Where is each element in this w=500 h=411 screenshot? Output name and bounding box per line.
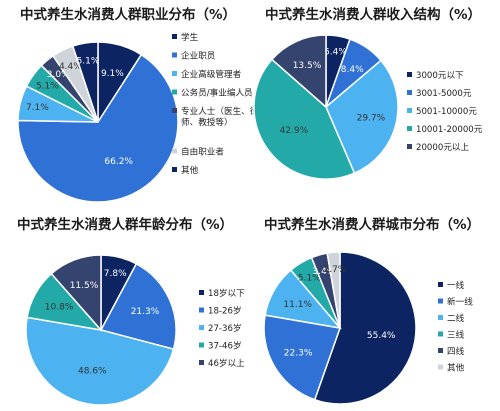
legend-swatch (199, 307, 204, 313)
slice-label: 29.7% (357, 114, 386, 124)
legend-swatch (407, 72, 412, 77)
slice-label: 22.3% (284, 349, 313, 359)
legend-swatch (438, 298, 443, 304)
legend-label: 3000元以下 (416, 71, 464, 81)
chart-title-city: 中式养生水消费人群城市分布（%） (264, 216, 480, 233)
legend-label: 46岁以上 (208, 357, 245, 369)
legend-swatch (438, 282, 443, 287)
pie-slice (50, 254, 102, 332)
pie-slice (17, 53, 179, 203)
legend-label: 5001-10000元 (416, 107, 477, 117)
pie-income: 5.4% 8.4% 29.7% 42.9% 13.5% (253, 34, 399, 180)
slice-label: 7.8% (104, 269, 127, 279)
slice-label: 9.1% (101, 69, 124, 79)
legend-swatch (407, 144, 412, 149)
pie-city: 55.4% 22.3% 11.1% 5.1%3.4%2.7% (263, 251, 417, 405)
pie-age: 7.8% 21.3% 48.6% 10.8% 11.5% (25, 254, 177, 406)
chart-age: 中式养生水消费人群年龄分布（%） 7.8% 21.3% 48.6% 10.8% 11.5… (17, 216, 245, 406)
legend-label: 27-36岁 (208, 322, 242, 334)
slice-label: 3.0% (47, 70, 70, 80)
legend-swatch (438, 315, 443, 320)
legend-swatch (199, 342, 204, 348)
legend-label: 自由职业者 (181, 146, 224, 158)
legend-label: 18-26岁 (208, 305, 242, 317)
chart-title-occupation: 中式养生水消费人群职业分布（%） (20, 6, 236, 23)
legend-label: 专业人士（医生、律师、教授等） (181, 105, 259, 128)
legend-swatch (172, 52, 177, 58)
legend-label: 企业职员 (181, 50, 216, 62)
slice-label: 4.4% (59, 62, 82, 72)
slice-label: 55.4% (367, 331, 396, 341)
legend-swatch (172, 89, 177, 95)
legend-swatch (172, 71, 177, 76)
pie-slice (325, 59, 399, 175)
slice-label: 48.6% (78, 366, 107, 376)
legend-label: 37-46岁 (208, 340, 242, 352)
legend-label: 四线 (447, 345, 465, 357)
pie-slice (263, 314, 342, 401)
legend-swatch (438, 331, 443, 337)
legend-swatch (172, 34, 177, 39)
legend-swatch (407, 108, 412, 113)
chart-city: 中式养生水消费人群城市分布（%） 55.4% 22.3% 11.1% 5.1%3.4%… (263, 216, 480, 405)
legend-income: 3000元以下 3001-5000元 5001-10000元 10001-20000元… (407, 71, 483, 153)
pie-slice (71, 41, 99, 123)
legend-label: 20000元以上 (416, 142, 470, 153)
slice-label: 11.5% (70, 281, 99, 291)
legend-label: 三线 (447, 329, 465, 341)
legend-swatch (199, 325, 204, 330)
legend-swatch (438, 348, 443, 353)
slice-label: 5.1% (298, 273, 321, 283)
legend-label: 二线 (447, 312, 465, 324)
legend-label: 3001-5000元 (416, 89, 472, 99)
legend-label: 18岁以下 (208, 287, 245, 299)
chart-occupation: 中式养生水消费人群职业分布（%） 9.1% 66.2% 7.1% 5.1% 3.0%4.… (17, 6, 259, 203)
legend-swatch (199, 290, 204, 295)
chart-income: 中式养生水消费人群收入结构（%） 5.4% 8.4% 29.7% 42.9% 13.5%… (253, 6, 483, 180)
pie-slice (25, 316, 175, 406)
slice-label: 21.3% (131, 307, 160, 317)
slice-label: 7.1% (26, 103, 49, 113)
legend-label: 其他 (181, 164, 199, 176)
chart-title-income: 中式养生水消费人群收入结构（%） (265, 6, 481, 23)
slice-label: 3.4% (312, 267, 335, 277)
legend-label: 其他 (447, 362, 465, 374)
pie-slice (253, 58, 356, 180)
slice-label: 66.2% (104, 157, 133, 167)
pie-slice (99, 262, 177, 351)
legend-label: 10001-20000元 (416, 125, 483, 135)
slice-label: 5.1% (36, 82, 59, 92)
legend-swatch (199, 360, 204, 365)
legend-label: 一线 (447, 279, 465, 291)
legend-swatch (407, 90, 412, 95)
legend-age: 18岁以下 18-26岁 27-36岁 37-46岁 46岁以上 (199, 287, 245, 369)
slice-label: 42.9% (280, 126, 309, 136)
slice-label: 8.4% (341, 65, 364, 75)
legend-swatch (172, 148, 177, 154)
legend-swatch (438, 364, 443, 370)
legend-label: 公务员/事业编人员 (181, 87, 253, 99)
slice-label: 11.1% (283, 300, 312, 310)
pie-occupation: 9.1% 66.2% 7.1% 5.1% 3.0%4.4%5.1% (17, 41, 179, 203)
slice-label: 10.8% (45, 303, 74, 313)
slice-label: 5.1% (77, 56, 100, 66)
legend-swatch (407, 126, 412, 131)
slice-label: 5.4% (324, 48, 347, 58)
pie-slice (326, 251, 341, 329)
chart-title-age: 中式养生水消费人群年龄分布（%） (17, 216, 233, 233)
legend-label: 企业高级管理者 (181, 68, 242, 80)
legend-label: 新一线 (447, 296, 473, 308)
pie-slice (270, 34, 327, 109)
legend-swatch (172, 167, 177, 172)
legend-label: 学生 (181, 31, 199, 43)
slice-label: 2.7% (324, 265, 347, 275)
slice-label: 13.5% (293, 61, 322, 71)
legend-swatch (172, 108, 177, 113)
